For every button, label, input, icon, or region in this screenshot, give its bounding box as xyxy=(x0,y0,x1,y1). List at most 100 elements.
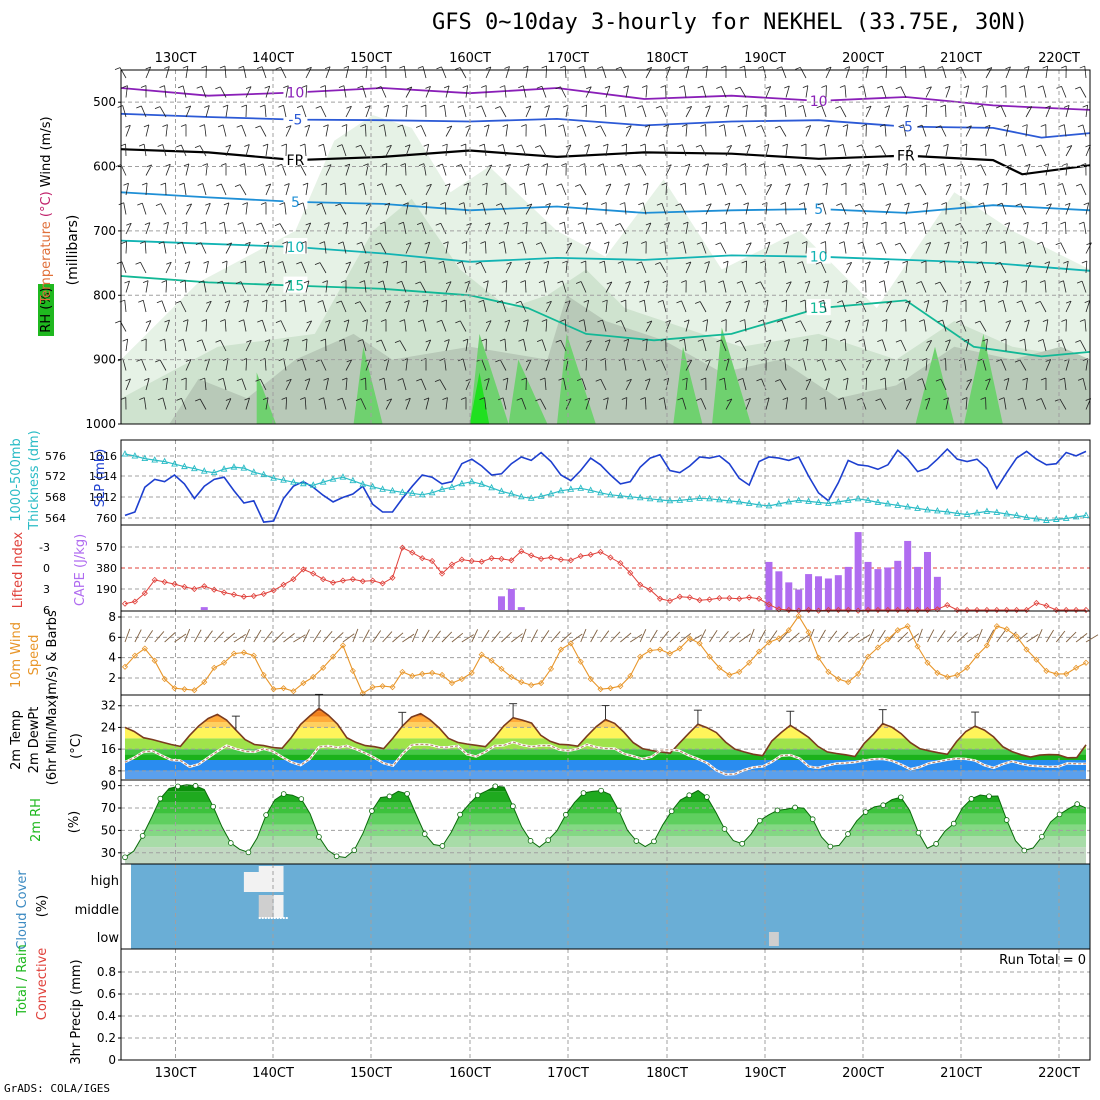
lifted-index-marker xyxy=(320,576,327,583)
wind-barb xyxy=(422,66,427,79)
wind-barb-feather xyxy=(238,319,244,323)
thickness-marker xyxy=(339,473,347,480)
wind-barb xyxy=(241,378,247,391)
wind-barb xyxy=(140,262,147,274)
wind-10m-ytick-0: 8 xyxy=(108,610,116,624)
wind-barb-feather xyxy=(900,65,906,69)
wind-barb-feather xyxy=(757,222,763,225)
wind-barb-feather xyxy=(156,300,163,304)
wind-barb-feather xyxy=(425,86,431,89)
thickness-marker xyxy=(983,507,991,514)
wind-barb-feather xyxy=(1061,65,1067,69)
wind-barb-feather xyxy=(244,144,250,147)
wind-barb-feather xyxy=(446,125,452,129)
top-xtick-9: 220CT xyxy=(1038,51,1080,66)
cloud-cell-1 xyxy=(258,866,284,872)
wind-barb xyxy=(982,105,987,118)
wind-barb xyxy=(119,67,127,79)
rh-marker xyxy=(122,854,128,861)
wind-barb-feather xyxy=(1021,280,1027,283)
wind-barb-feather xyxy=(324,66,331,70)
wind-barb-feather xyxy=(496,300,503,304)
wind-barb-feather xyxy=(798,202,805,206)
wind-barb-feather xyxy=(279,202,285,205)
wind-barb-feather xyxy=(296,261,302,265)
lifted-index-marker xyxy=(1033,599,1040,607)
wind-barb-feather xyxy=(502,124,508,127)
wind-speed-marker xyxy=(775,635,782,642)
wind-barb-feather xyxy=(615,320,622,323)
wind-barb xyxy=(1005,66,1011,79)
wind-barb xyxy=(745,260,748,274)
wind-barb-feather xyxy=(659,241,665,244)
surface-wind-barb xyxy=(243,629,250,643)
wind-barb xyxy=(1042,85,1047,98)
wind-barb-feather xyxy=(915,184,921,187)
wind-barb-feather xyxy=(302,182,309,186)
wind-barb-feather xyxy=(201,65,207,69)
thickness-marker xyxy=(973,508,981,516)
lifted-index-marker xyxy=(706,596,713,603)
wind-barb xyxy=(904,222,907,235)
wind-barb-feather xyxy=(266,281,272,285)
wind-speed-marker xyxy=(785,627,792,634)
wind-barb xyxy=(722,280,727,293)
wind-barb-feather xyxy=(920,260,927,264)
wind-barb xyxy=(702,339,707,352)
rh-shade-6 xyxy=(508,359,548,424)
wind-barb xyxy=(925,242,932,254)
wind-barb-feather xyxy=(236,124,242,128)
wind-barb-feather xyxy=(141,338,147,342)
thickness-marker xyxy=(597,488,604,496)
wind-barb xyxy=(964,202,967,215)
wind-speed-marker xyxy=(389,684,396,691)
wind-barb xyxy=(525,66,529,79)
wind-speed-marker xyxy=(419,670,426,677)
wind-barb xyxy=(365,163,369,176)
wind-barb xyxy=(725,358,730,371)
wind-barb xyxy=(285,241,288,254)
lifted-index-marker xyxy=(716,595,723,602)
wind-barb-feather xyxy=(323,377,329,381)
wind-barb-feather xyxy=(560,65,566,69)
surface-wind-barb xyxy=(709,630,718,643)
wind-barb-feather xyxy=(360,124,366,127)
thickness-marker xyxy=(517,492,525,500)
wind-speed-marker xyxy=(240,649,247,656)
wind-barb-feather xyxy=(325,319,331,323)
wind-barb xyxy=(705,203,712,215)
rh-marker xyxy=(280,791,287,797)
wind-barb-feather xyxy=(220,163,227,166)
wind-barb-feather xyxy=(1086,242,1092,246)
wind-barb-feather xyxy=(978,202,984,206)
lifted-index-marker xyxy=(914,606,921,614)
wind-barb-feather xyxy=(1038,182,1045,186)
rh-marker xyxy=(721,826,728,832)
wind-barb-feather xyxy=(1082,358,1089,362)
wind-barb-feather xyxy=(256,66,263,70)
surface-wind-barb xyxy=(798,633,811,643)
wind-barb-feather xyxy=(178,338,184,342)
wind-barb xyxy=(483,144,487,157)
wind-barb-feather xyxy=(1044,261,1050,264)
wind-speed-marker xyxy=(855,670,862,677)
lifted-index-marker xyxy=(181,583,188,590)
wind-barb xyxy=(623,358,627,371)
wind-barb-feather xyxy=(656,202,663,206)
thickness-marker xyxy=(854,494,862,502)
wind-barb-feather xyxy=(701,221,707,225)
wind-barb-feather xyxy=(825,66,832,70)
wind-barb-feather xyxy=(544,105,550,108)
wind-barb xyxy=(362,85,367,98)
thickness-marker xyxy=(418,490,426,498)
wind-barb xyxy=(541,339,547,352)
wind-barb-feather xyxy=(845,164,851,167)
thickness-marker xyxy=(161,457,168,465)
surface-wind-barb xyxy=(293,634,306,643)
upper-air-ytick-5: 1000 xyxy=(85,417,116,431)
wind-barb-feather xyxy=(535,242,542,245)
wind-barb-feather xyxy=(762,299,769,303)
wind-speed-marker xyxy=(161,675,168,683)
lifted-index-marker xyxy=(329,579,337,586)
thickness-marker xyxy=(795,496,803,503)
